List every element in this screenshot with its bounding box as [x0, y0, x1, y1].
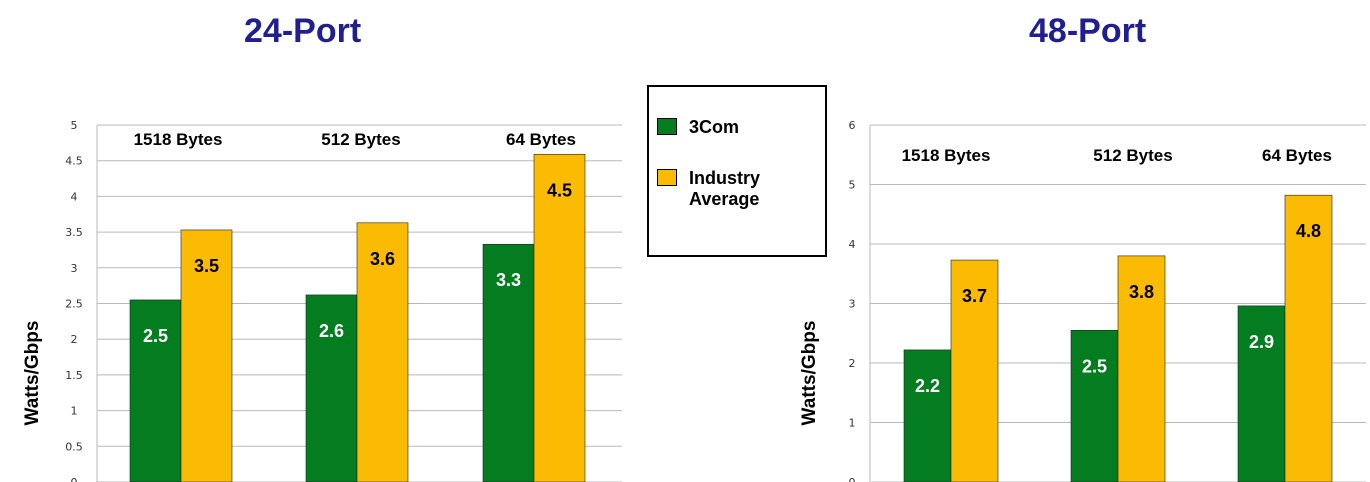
bar-48-industry-2	[1284, 194, 1333, 482]
bar-24-3com-0	[129, 299, 182, 482]
legend-item-industry-average: Industry Average	[657, 168, 779, 210]
legend-label-industry-average: Industry Average	[689, 168, 761, 209]
y-tick-label-24-4: 2	[71, 333, 78, 346]
y-tick-label-24-0: 0	[71, 476, 78, 482]
bar-24-industry-2	[533, 153, 586, 482]
bar-48-3com-0	[903, 349, 952, 482]
y-tick-label-48-1: 1	[849, 417, 856, 430]
y-tick-label-24-8: 4	[71, 190, 78, 203]
y-tick-label-24-2: 1	[71, 405, 78, 418]
legend-swatch-industry-average	[657, 169, 677, 186]
bar-48-industry-1	[1117, 255, 1166, 482]
category-label-24-0: 1518 Bytes	[134, 130, 223, 149]
y-tick-label-24-6: 3	[71, 262, 78, 275]
bar-24-3com-2	[482, 243, 535, 482]
y-tick-label-48-6: 6	[849, 119, 856, 132]
category-label-24-1: 512 Bytes	[321, 130, 400, 149]
bar-24-industry-1	[356, 222, 409, 482]
data-label-24-industry-1: 3.6	[370, 249, 395, 269]
bar-48-industry-0	[950, 259, 999, 482]
data-label-24-industry-0: 3.5	[194, 256, 219, 276]
data-label-48-industry-1: 3.8	[1129, 282, 1154, 302]
y-tick-label-48-5: 5	[849, 179, 856, 192]
data-label-48-industry-0: 3.7	[962, 286, 987, 306]
y-tick-label-24-10: 5	[71, 119, 78, 132]
legend-label-3com: 3Com	[689, 117, 740, 137]
y-tick-label-24-9: 4.5	[65, 155, 83, 168]
bar-48-3com-2	[1237, 305, 1286, 482]
bar-48-3com-1	[1070, 329, 1119, 482]
y-tick-label-24-3: 1.5	[65, 369, 83, 382]
y-tick-label-24-1: 0.5	[65, 440, 83, 453]
category-label-48-0: 1518 Bytes	[902, 146, 991, 165]
legend: 3Com Industry Average	[647, 85, 827, 257]
y-tick-label-48-0: 0	[849, 476, 856, 482]
data-label-24-3com-1: 2.6	[319, 321, 344, 341]
data-label-24-3com-2: 3.3	[496, 270, 521, 290]
y-tick-label-24-5: 2.5	[65, 298, 83, 311]
data-label-24-industry-2: 4.5	[547, 180, 572, 200]
chart-title-48-port: 48-Port	[1029, 12, 1147, 50]
y-tick-label-48-3: 3	[849, 298, 856, 311]
data-label-48-industry-2: 4.8	[1296, 221, 1321, 241]
y-tick-label-24-7: 3.5	[65, 226, 83, 239]
legend-item-3com: 3Com	[657, 117, 799, 138]
data-label-24-3com-0: 2.5	[143, 326, 168, 346]
data-label-48-3com-1: 2.5	[1082, 356, 1107, 376]
category-label-48-2: 64 Bytes	[1262, 146, 1332, 165]
category-label-48-1: 512 Bytes	[1093, 146, 1172, 165]
data-label-48-3com-0: 2.2	[915, 376, 940, 396]
data-label-48-3com-2: 2.9	[1249, 332, 1274, 352]
y-tick-label-48-2: 2	[849, 357, 856, 370]
bar-24-industry-0	[180, 229, 233, 482]
chart-title-24-port: 24-Port	[244, 12, 362, 50]
category-label-24-2: 64 Bytes	[506, 130, 576, 149]
y-tick-label-48-4: 4	[849, 238, 856, 251]
legend-swatch-3com	[657, 118, 677, 135]
bar-24-3com-1	[305, 294, 358, 482]
